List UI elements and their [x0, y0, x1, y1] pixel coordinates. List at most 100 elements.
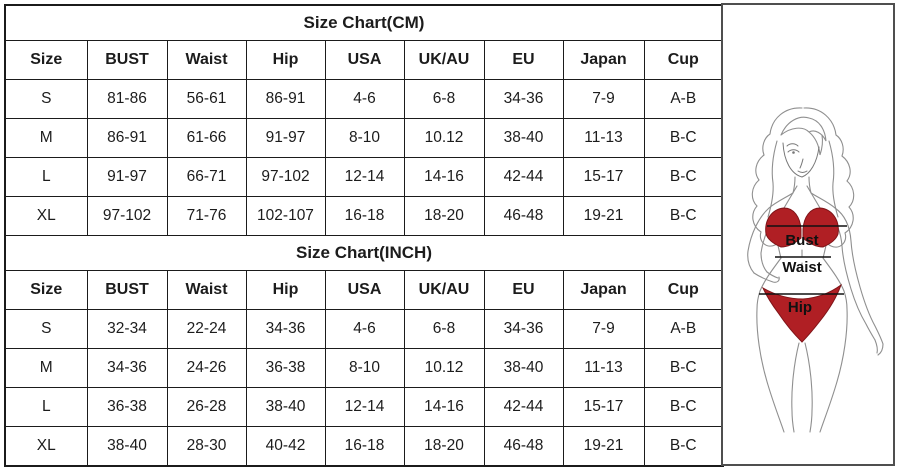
- inch-col-usa: USA: [324, 270, 405, 310]
- cell: M: [4, 118, 88, 158]
- cell: 12-14: [324, 157, 405, 197]
- cm-title-row: Size Chart(CM): [4, 4, 724, 41]
- cell: A-B: [643, 79, 724, 119]
- cell: 28-30: [166, 426, 247, 467]
- inch-table-title: Size Chart(INCH): [4, 235, 724, 271]
- cell: 86-91: [86, 118, 168, 158]
- hip-label: Hip: [788, 299, 812, 316]
- cell: 11-13: [562, 348, 645, 388]
- cell: B-C: [643, 196, 724, 236]
- cell: 34-36: [86, 348, 168, 388]
- cm-col-usa: USA: [324, 40, 405, 80]
- bikini-bottom: [761, 283, 843, 343]
- cell: 40-42: [245, 426, 326, 467]
- cell: 24-26: [166, 348, 247, 388]
- cm-col-size: Size: [4, 40, 88, 80]
- cell: 38-40: [245, 387, 326, 427]
- size-figure-illustration: Bust Waist Hip: [747, 107, 884, 433]
- cell: S: [4, 79, 88, 119]
- inch-header-row: Size BUST Waist Hip USA UK/AU EU Japan C…: [4, 270, 724, 310]
- cm-col-japan: Japan: [562, 40, 645, 80]
- cell: 26-28: [166, 387, 247, 427]
- cell: 34-36: [483, 79, 564, 119]
- cell: 86-91: [245, 79, 326, 119]
- cell: 7-9: [562, 309, 645, 349]
- cm-col-cup: Cup: [643, 40, 724, 80]
- cell: 97-102: [86, 196, 168, 236]
- cell: 18-20: [403, 196, 485, 236]
- cell: 10.12: [403, 118, 485, 158]
- bust-label: Bust: [785, 232, 818, 249]
- cell: 32-34: [86, 309, 168, 349]
- bikini-top-left-cup: [765, 207, 802, 248]
- cell: 22-24: [166, 309, 247, 349]
- cell: 19-21: [562, 196, 645, 236]
- cell: 34-36: [483, 309, 564, 349]
- cell: 8-10: [324, 348, 405, 388]
- cell: 91-97: [245, 118, 326, 158]
- bikini-top-right-cup: [802, 207, 839, 248]
- cell: 34-36: [245, 309, 326, 349]
- cell: 36-38: [86, 387, 168, 427]
- cell: 97-102: [245, 157, 326, 197]
- inch-row-m: M 34-36 24-26 36-38 8-10 10.12 38-40 11-…: [4, 348, 724, 388]
- cell: 36-38: [245, 348, 326, 388]
- cell: 71-76: [166, 196, 247, 236]
- cell: L: [4, 387, 88, 427]
- inch-col-size: Size: [4, 270, 88, 310]
- inch-col-hip: Hip: [245, 270, 326, 310]
- cell: 46-48: [483, 196, 564, 236]
- inch-title-row: Size Chart(INCH): [4, 235, 724, 271]
- cell: 19-21: [562, 426, 645, 467]
- cm-row-s: S 81-86 56-61 86-91 4-6 6-8 34-36 7-9 A-…: [4, 79, 724, 119]
- cm-col-bust: BUST: [86, 40, 168, 80]
- cell: 38-40: [483, 118, 564, 158]
- cm-col-ukau: UK/AU: [403, 40, 485, 80]
- waist-label: Waist: [782, 259, 821, 276]
- cell: XL: [4, 426, 88, 467]
- inch-col-waist: Waist: [166, 270, 247, 310]
- inch-col-ukau: UK/AU: [403, 270, 485, 310]
- cm-col-eu: EU: [483, 40, 564, 80]
- woman-face-sketch: [782, 142, 820, 178]
- cell: 81-86: [86, 79, 168, 119]
- inch-row-s: S 32-34 22-24 34-36 4-6 6-8 34-36 7-9 A-…: [4, 309, 724, 349]
- cell: B-C: [643, 348, 724, 388]
- inch-col-japan: Japan: [562, 270, 645, 310]
- cell: 91-97: [86, 157, 168, 197]
- cell: 42-44: [483, 157, 564, 197]
- cell: 4-6: [324, 79, 405, 119]
- cell: B-C: [643, 387, 724, 427]
- inch-col-cup: Cup: [643, 270, 724, 310]
- inch-col-eu: EU: [483, 270, 564, 310]
- cell: B-C: [643, 118, 724, 158]
- cell: B-C: [643, 426, 724, 467]
- cm-table-title: Size Chart(CM): [4, 4, 724, 41]
- cm-row-xl: XL 97-102 71-76 102-107 16-18 18-20 46-4…: [4, 196, 724, 236]
- cell: 15-17: [562, 387, 645, 427]
- cm-row-l: L 91-97 66-71 97-102 12-14 14-16 42-44 1…: [4, 157, 724, 197]
- cm-header-row: Size BUST Waist Hip USA UK/AU EU Japan C…: [4, 40, 724, 80]
- cell: 15-17: [562, 157, 645, 197]
- cell: M: [4, 348, 88, 388]
- inch-row-xl: XL 38-40 28-30 40-42 16-18 18-20 46-48 1…: [4, 426, 724, 467]
- cell: 46-48: [483, 426, 564, 467]
- cm-row-m: M 86-91 61-66 91-97 8-10 10.12 38-40 11-…: [4, 118, 724, 158]
- cell: XL: [4, 196, 88, 236]
- cell: 8-10: [324, 118, 405, 158]
- cell: 61-66: [166, 118, 247, 158]
- cell: 56-61: [166, 79, 247, 119]
- woman-hair-sketch: [751, 107, 855, 248]
- cm-col-hip: Hip: [245, 40, 326, 80]
- cell: 66-71: [166, 157, 247, 197]
- cell: 16-18: [324, 426, 405, 467]
- cell: 38-40: [483, 348, 564, 388]
- cell: 4-6: [324, 309, 405, 349]
- cell: 12-14: [324, 387, 405, 427]
- cell: 6-8: [403, 309, 485, 349]
- measurement-figure-panel: Bust Waist Hip: [721, 3, 895, 466]
- cell: 42-44: [483, 387, 564, 427]
- cell: L: [4, 157, 88, 197]
- cell: A-B: [643, 309, 724, 349]
